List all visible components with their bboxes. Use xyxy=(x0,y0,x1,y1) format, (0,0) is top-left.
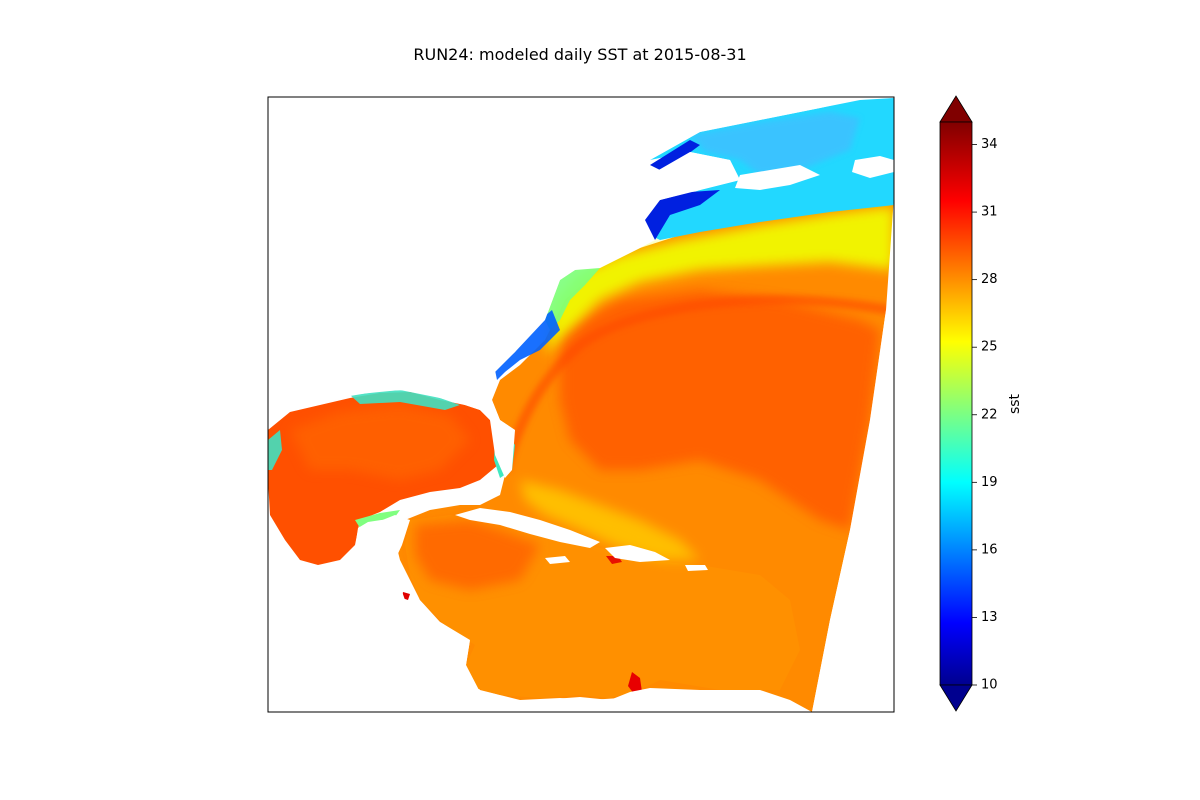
colorbar-tick-label: 22 xyxy=(981,407,998,422)
colorbar-tick-label: 10 xyxy=(981,678,998,693)
land-hispaniola xyxy=(605,545,670,562)
land-jamaica xyxy=(545,556,570,564)
region-sargasso xyxy=(560,290,880,530)
colorbar-tick-label: 19 xyxy=(981,475,998,490)
region-hotspot xyxy=(628,672,642,694)
land-yucatan xyxy=(370,515,410,560)
region-gulf-shelf-warm xyxy=(290,405,470,480)
land-newfoundland xyxy=(852,156,894,178)
colorbar-tick-label: 34 xyxy=(981,137,998,152)
region-coast-cold-strip xyxy=(495,310,560,380)
colorbar-extend-min xyxy=(939,684,973,712)
region-shelf xyxy=(545,206,894,355)
colorbar-gradient xyxy=(939,121,973,686)
land-mexico xyxy=(268,512,405,712)
colorbar-tick-label: 13 xyxy=(981,610,998,625)
region-gulf-of-st-lawrence xyxy=(690,112,860,175)
colorbar-tick-label: 31 xyxy=(981,205,998,220)
region-bahamas-yellow xyxy=(520,480,700,560)
colorbar-tick-label: 16 xyxy=(981,542,998,557)
land-domain-edge xyxy=(812,196,894,712)
land-south-america xyxy=(500,688,812,712)
chart-title: RUN24: modeled daily SST at 2015-08-31 xyxy=(413,45,747,64)
land-cuba xyxy=(455,508,600,548)
land-north-america xyxy=(268,97,860,478)
colorbar-label: sst xyxy=(1007,393,1023,414)
map-axes xyxy=(267,96,895,713)
colorbar-tick-label: 28 xyxy=(981,272,998,287)
land-puerto-rico xyxy=(685,565,708,571)
land-central-america xyxy=(395,600,500,712)
colorbar: 10 13 16 19 22 25 28 31 34 sst xyxy=(939,95,1023,712)
region-gulf-of-maine xyxy=(640,140,720,240)
colorbar-extend-max xyxy=(939,95,973,123)
region-caribbean-west-warm xyxy=(415,520,540,590)
colorbar-tick-label: 25 xyxy=(981,340,998,355)
land-nova-scotia xyxy=(735,165,820,190)
sst-field xyxy=(268,97,894,712)
region-cape-cod-coast xyxy=(545,262,600,330)
region-gulf-stream xyxy=(500,294,891,472)
